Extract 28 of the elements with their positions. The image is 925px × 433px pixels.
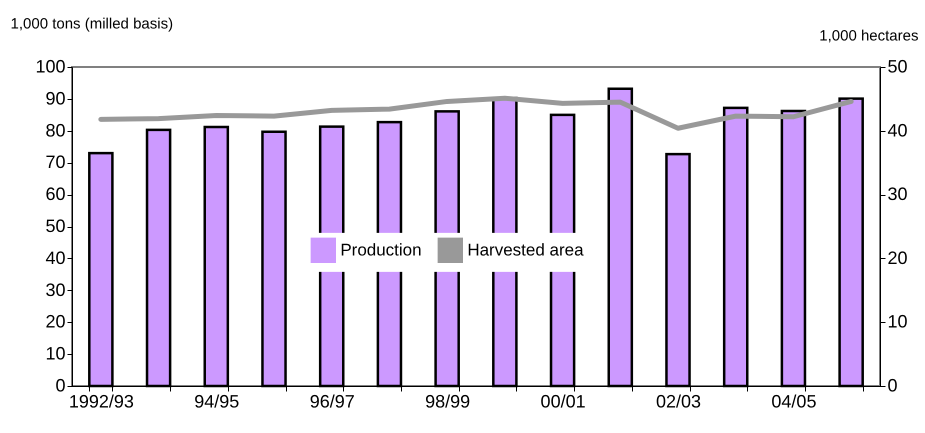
y-tick-label: 20: [45, 312, 66, 332]
x-tick-label: 1992/93: [68, 392, 134, 412]
x-tick-label: 02/03: [656, 392, 702, 412]
x-tick-label: 94/95: [194, 392, 240, 412]
x-tick-label: 98/99: [425, 392, 470, 412]
y2-axis-title: 1,000 hectares: [819, 28, 918, 44]
y-tick-label: 0: [55, 376, 66, 396]
y-tick-label: 90: [45, 88, 66, 108]
y-tick-label: 30: [45, 280, 66, 300]
y-tick-label: 60: [45, 184, 66, 204]
y2-tick-label: 30: [888, 184, 908, 204]
x-tick-label: 96/97: [310, 392, 355, 412]
y-tick-label: 100: [35, 56, 66, 76]
y-tick-label: 40: [45, 248, 66, 268]
y-tick-label: 80: [45, 120, 66, 140]
legend-label: Harvested area: [467, 240, 584, 260]
y2-tick-label: 0: [888, 376, 898, 396]
y2-tick-label: 10: [888, 312, 908, 332]
y-axis-title: 1,000 tons (milled basis): [10, 16, 174, 32]
y2-tick-label: 40: [888, 120, 908, 140]
y2-tick-label: 50: [888, 56, 908, 76]
y-tick-label: 70: [45, 152, 66, 172]
y-tick-label: 50: [45, 216, 66, 236]
legend-label: Production: [340, 240, 422, 260]
y2-tick-label: 20: [888, 248, 908, 268]
y-tick-label: 10: [45, 344, 66, 364]
x-tick-label: 04/05: [771, 392, 816, 412]
x-tick-label: 00/01: [540, 392, 586, 412]
